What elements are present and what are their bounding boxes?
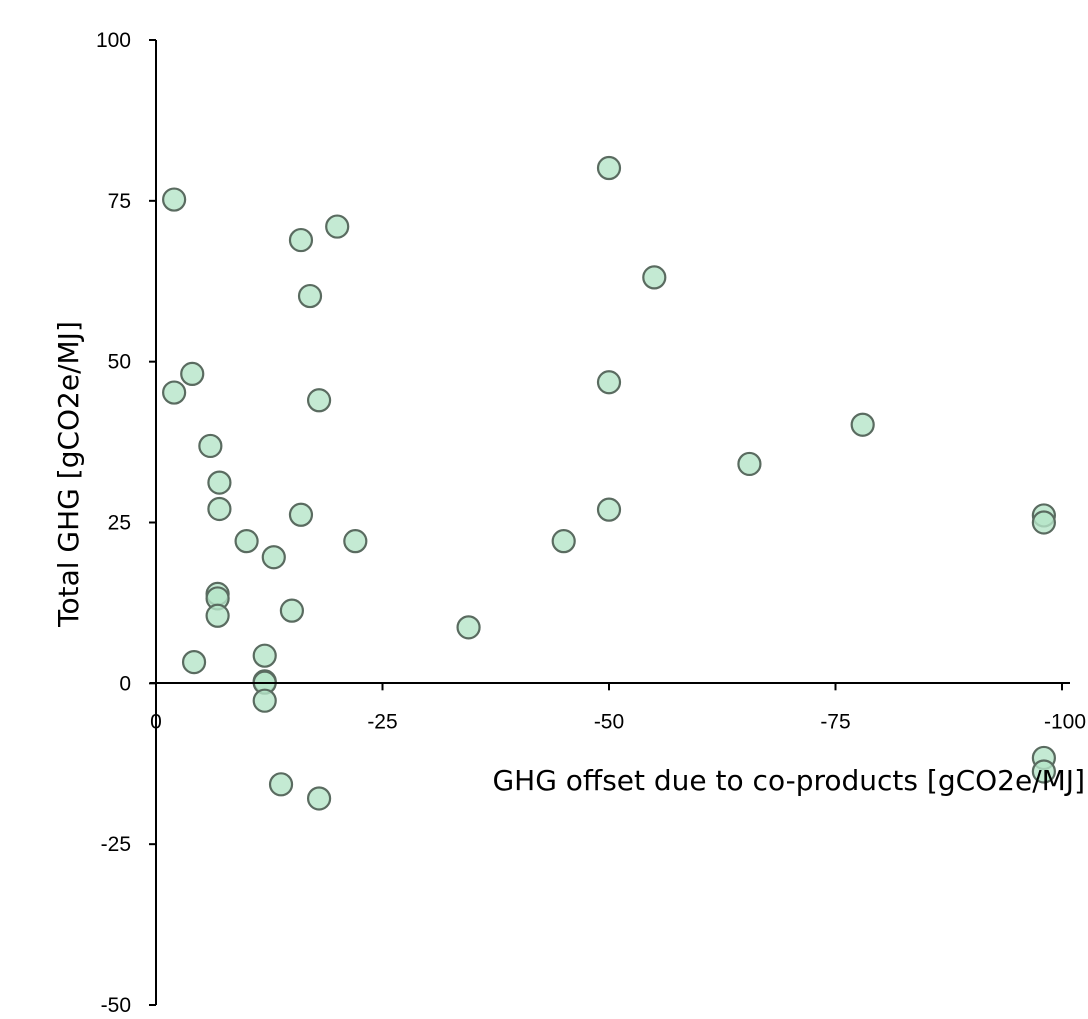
x-axis-title: GHG offset due to co-products [gCO2e/MJ] — [492, 764, 1085, 797]
x-tick-label: -25 — [367, 710, 397, 733]
y-axis-ticks: 100 75 50 25 0 -25 -50 — [96, 29, 156, 1017]
data-point — [1031, 759, 1056, 784]
data-point — [252, 643, 277, 668]
data-point — [596, 497, 622, 522]
data-point — [596, 370, 622, 395]
data-points — [162, 155, 1056, 811]
x-tick-label: 0 — [150, 710, 162, 733]
data-point — [306, 786, 332, 811]
y-tick-label: -50 — [101, 994, 131, 1017]
data-point — [261, 545, 286, 570]
y-tick-label: 0 — [119, 672, 131, 695]
data-point — [180, 361, 205, 386]
data-point — [207, 470, 232, 495]
data-point — [343, 529, 368, 554]
data-point — [252, 688, 277, 713]
data-point — [234, 529, 259, 554]
x-tick-label: -100 — [1044, 710, 1086, 733]
y-axis-title: Total GHG [gCO2e/MJ] — [52, 321, 85, 628]
y-tick-label: 75 — [108, 190, 131, 213]
data-point — [1031, 510, 1056, 535]
y-tick-label: 50 — [108, 351, 131, 374]
data-point — [268, 772, 294, 797]
data-point — [162, 187, 187, 212]
data-point — [850, 412, 875, 437]
x-axis-ticks: 0 -25 -50 -75 -100 — [150, 683, 1086, 733]
data-point — [288, 502, 314, 527]
data-point — [297, 283, 323, 309]
x-tick-label: -75 — [820, 710, 850, 733]
data-point — [279, 598, 304, 623]
data-point — [325, 214, 350, 239]
y-tick-label: -25 — [101, 833, 131, 856]
data-point — [162, 380, 187, 405]
data-point — [181, 650, 207, 675]
data-point — [456, 615, 481, 640]
y-tick-label: 100 — [96, 29, 131, 52]
data-point — [288, 227, 314, 253]
data-point — [205, 603, 230, 628]
data-point — [737, 451, 762, 477]
data-point — [306, 388, 332, 413]
data-point — [207, 496, 232, 522]
data-point — [198, 433, 223, 459]
y-tick-label: 25 — [108, 512, 131, 535]
x-tick-label: -50 — [594, 710, 624, 733]
data-point — [551, 529, 576, 554]
data-point — [596, 155, 622, 181]
data-point — [642, 265, 667, 290]
